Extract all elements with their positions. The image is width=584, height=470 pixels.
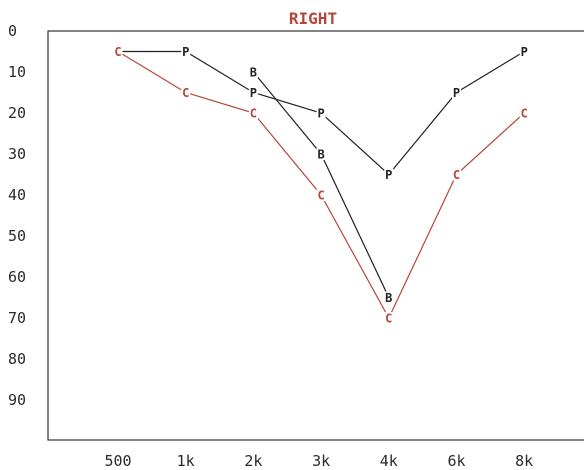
data-point-marker-b: B: [250, 66, 257, 80]
x-tick-label: 8k: [515, 452, 533, 470]
x-tick-label: 1k: [177, 452, 195, 470]
data-point-marker-p: P: [385, 168, 392, 182]
series-layer: PPPPPPPBBBCCCCCCC: [113, 45, 529, 326]
data-point-marker-c: C: [250, 107, 257, 121]
marker-background: [519, 45, 529, 58]
y-tick-label: 0: [8, 22, 17, 40]
marker-background: [248, 66, 258, 78]
marker-background: [316, 107, 326, 119]
data-point-marker-p: P: [182, 45, 189, 59]
data-point-marker-p: P: [453, 86, 460, 100]
x-axis-ticks: 500 1k 2k 3k 4k 6k 8k: [104, 452, 533, 470]
data-point-marker-c: C: [317, 189, 324, 203]
x-tick-label: 4k: [380, 452, 398, 470]
data-point-marker-p: P: [317, 107, 324, 121]
chart-title: RIGHT: [289, 9, 337, 28]
y-tick-label: 20: [8, 104, 26, 122]
y-tick-label: 10: [8, 63, 26, 81]
marker-background: [181, 86, 191, 99]
marker-background: [316, 148, 326, 160]
data-point-marker-c: C: [521, 107, 528, 121]
marker-background: [316, 189, 326, 201]
y-tick-label: 40: [8, 186, 26, 204]
data-point-marker-c: C: [453, 168, 460, 182]
y-tick-label: 80: [8, 350, 26, 368]
marker-background: [248, 107, 258, 119]
marker-background: [384, 312, 394, 324]
y-tick-label: 60: [8, 268, 26, 286]
marker-background: [181, 45, 191, 58]
data-point-marker-c: C: [114, 45, 121, 59]
data-point-marker-c: C: [182, 86, 189, 100]
data-point-marker-c: C: [385, 312, 392, 326]
y-tick-label: 70: [8, 309, 26, 327]
marker-background: [113, 45, 123, 58]
marker-background: [452, 86, 461, 99]
marker-background: [384, 291, 394, 304]
plot-area-frame: [47, 30, 584, 441]
data-point-marker-p: P: [250, 86, 257, 100]
marker-background: [452, 168, 461, 181]
data-point-marker-p: P: [521, 45, 528, 59]
x-tick-label: 2k: [244, 452, 262, 470]
x-tick-label: 500: [104, 452, 131, 470]
marker-background: [384, 168, 394, 181]
y-tick-label: 30: [8, 145, 26, 163]
y-tick-label: 50: [8, 227, 26, 245]
y-tick-label: 90: [8, 391, 26, 409]
data-point-marker-b: B: [317, 148, 324, 162]
series-line-c: [117, 50, 525, 320]
x-tick-label: 3k: [312, 452, 330, 470]
data-point-marker-b: B: [385, 291, 392, 305]
y-axis-ticks: 0 10 20 30 40 50 60 70 80 90: [8, 22, 26, 409]
marker-background: [248, 86, 258, 99]
marker-background: [519, 107, 529, 119]
x-tick-label: 6k: [447, 452, 465, 470]
